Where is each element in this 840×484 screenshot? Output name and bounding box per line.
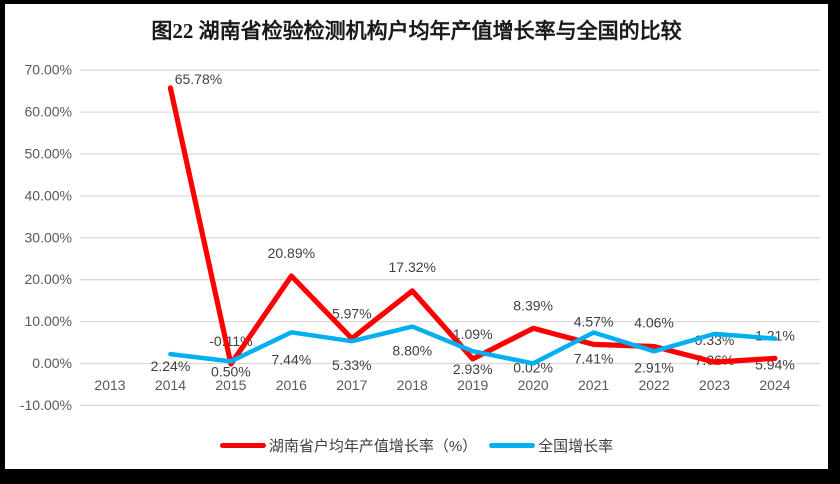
- data-label-national: 7.41%: [574, 350, 614, 366]
- x-tick-label: 2023: [699, 377, 730, 393]
- legend-line-national-icon: [489, 443, 536, 448]
- series-line-national: [168, 324, 778, 366]
- x-tick-label: 2013: [94, 377, 125, 393]
- y-tick-label: 20.00%: [25, 271, 72, 287]
- chart-legend: 湖南省户均年产值增长率（%） 全国增长率: [5, 435, 828, 456]
- x-tick-label: 2019: [457, 377, 488, 393]
- data-label-national: 2.93%: [453, 361, 493, 377]
- data-label-national: 5.33%: [332, 357, 372, 373]
- data-label-hunan: 17.32%: [389, 259, 436, 275]
- legend-item-hunan: 湖南省户均年产值增长率（%）: [219, 435, 478, 456]
- y-tick-label: 50.00%: [25, 146, 72, 162]
- data-label-national: 8.80%: [392, 343, 432, 359]
- y-tick-label: 40.00%: [25, 187, 72, 203]
- x-tick-label: 2018: [397, 377, 428, 393]
- legend-line-hunan-icon: [219, 443, 266, 448]
- x-tick-label: 2020: [518, 377, 549, 393]
- data-label-hunan: 1.09%: [453, 326, 493, 342]
- data-label-hunan: 65.78%: [175, 71, 222, 87]
- series-line-hunan: [167, 85, 778, 367]
- x-tick-label: 2017: [336, 377, 367, 393]
- data-label-national: 2.24%: [151, 358, 191, 374]
- chart-frame: 图22 湖南省检验检测机构户均年产值增长率与全国的比较 70.00% 60.00%…: [5, 4, 828, 469]
- x-tick-label: 2024: [759, 377, 790, 393]
- x-tick-label: 2016: [276, 377, 307, 393]
- y-tick-label: 60.00%: [25, 104, 72, 120]
- data-label-national: 2.91%: [634, 359, 674, 375]
- x-tick-label: 2021: [578, 377, 609, 393]
- legend-item-national: 全国增长率: [489, 435, 613, 456]
- data-label-national: 7.44%: [271, 351, 311, 367]
- x-tick-label: 2015: [215, 377, 246, 393]
- y-tick-label: 10.00%: [25, 313, 72, 329]
- x-tick-label: 2022: [638, 377, 669, 393]
- data-label-hunan: 4.06%: [634, 314, 674, 330]
- data-label-hunan: 4.57%: [574, 313, 614, 329]
- data-label-national: 0.50%: [211, 363, 251, 379]
- data-label-hunan: 5.97%: [332, 305, 372, 321]
- y-tick-label: -10.00%: [20, 397, 72, 413]
- chart-title: 图22 湖南省检验检测机构户均年产值增长率与全国的比较: [151, 19, 682, 43]
- x-tick-label: 2014: [155, 377, 186, 393]
- y-tick-label: 70.00%: [25, 62, 72, 78]
- legend-label-national: 全国增长率: [538, 438, 614, 455]
- data-label-hunan: 8.39%: [513, 297, 553, 313]
- legend-label-hunan: 湖南省户均年产值增长率（%）: [268, 438, 478, 455]
- y-tick-label: 0.00%: [32, 355, 72, 371]
- data-label-hunan: 20.89%: [268, 245, 315, 261]
- y-tick-label: 30.00%: [25, 229, 72, 245]
